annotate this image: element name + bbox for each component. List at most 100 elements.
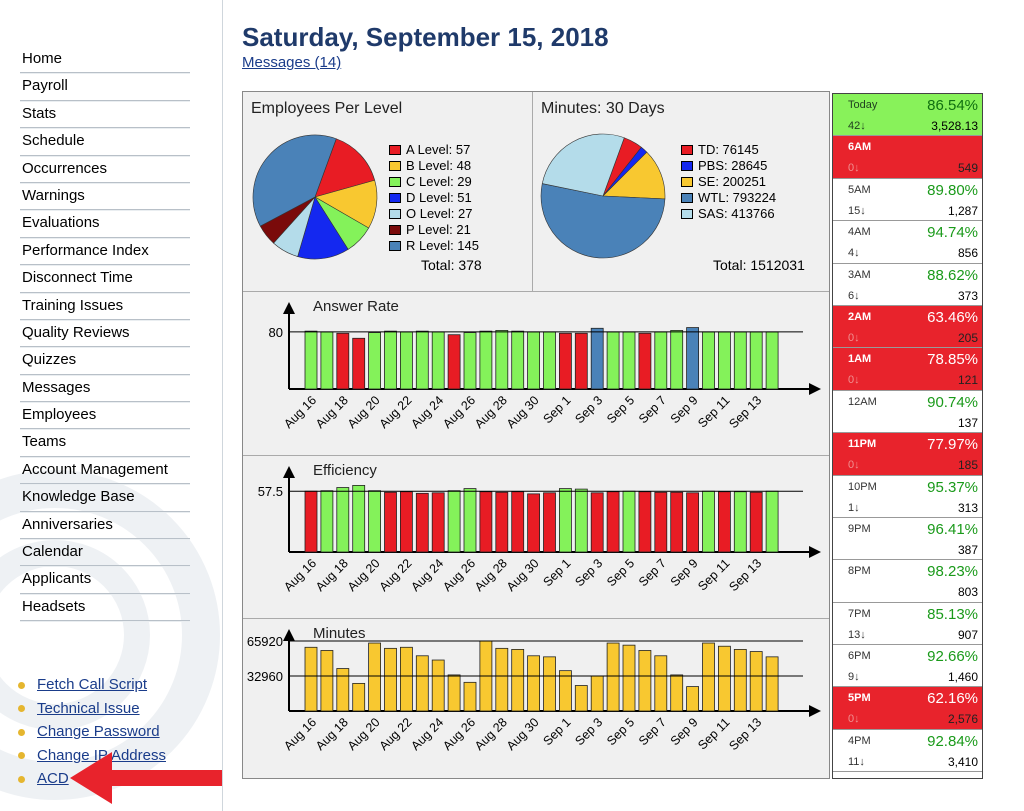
- stats-row-percent: 94.74%: [927, 224, 978, 242]
- stats-row-count: 549: [957, 161, 978, 176]
- x-tick-label: Sep 11: [695, 393, 732, 430]
- legend-item: SE: 200251: [681, 174, 776, 190]
- x-tick-label: Aug 30: [504, 556, 542, 594]
- bar-sep-8: [670, 491, 684, 553]
- sidebar-item-schedule[interactable]: Schedule: [20, 128, 190, 157]
- x-tick-label: Aug 22: [377, 556, 415, 594]
- sidebar-item-quizzes[interactable]: Quizzes: [20, 347, 190, 377]
- sidebar-link-row: ACD: [18, 768, 166, 792]
- stats-row-4am[interactable]: 4AM 94.74% 4↓ 856: [833, 221, 982, 264]
- sidebar-item-teams[interactable]: Teams: [20, 429, 190, 459]
- pie-minutes-legend: TD: 76145 PBS: 28645 SE: 200251 WTL: 793224…: [681, 142, 776, 222]
- sidebar-item-performance-index[interactable]: Performance Index: [20, 238, 190, 267]
- bar-aug-29: [511, 491, 525, 553]
- bar-sep-9: [686, 327, 700, 390]
- stats-row-percent: 77.97%: [927, 436, 978, 454]
- page-title: Saturday, September 15, 2018: [242, 22, 609, 52]
- stats-row-count: 803: [957, 585, 978, 600]
- x-tick-label: Aug 22: [377, 715, 415, 753]
- stats-row-label: 12AM: [848, 395, 877, 408]
- stats-row-1am[interactable]: 1AM 78.85% 0↓ 121: [833, 348, 982, 391]
- link-technical-issue[interactable]: Technical Issue: [37, 699, 140, 717]
- stats-row-count: 387: [957, 542, 978, 557]
- bar-aug-22: [399, 331, 413, 390]
- sidebar-item-quality-reviews[interactable]: Quality Reviews: [20, 320, 190, 349]
- link-change-password[interactable]: Change Password: [37, 723, 160, 741]
- sidebar-item-stats[interactable]: Stats: [20, 101, 190, 130]
- answer-rate-panel: Answer Rate 80 Aug 16 Aug 18 Aug 20 Aug 22 Au…: [243, 292, 829, 456]
- sidebar-item-warnings[interactable]: Warnings: [20, 183, 190, 212]
- legend-item: C Level: 29: [389, 174, 479, 190]
- bar-aug-21: [384, 491, 397, 553]
- stats-row-percent: 92.84%: [927, 732, 978, 750]
- link-change-ip-address[interactable]: Change IP Address: [37, 746, 166, 764]
- stats-row-count: 137: [957, 415, 978, 430]
- sidebar-item-calendar[interactable]: Calendar: [20, 539, 190, 568]
- stats-row-12am[interactable]: 12AM 90.74% 137: [833, 390, 982, 434]
- x-tick-label: Aug 24: [408, 556, 446, 594]
- hourly-stats-panel: Today 86.54% 42↓ 3,528.13 6AM 0↓ 549 5AM 89.80% 1…: [832, 93, 983, 779]
- bullet-icon: [18, 775, 25, 783]
- sidebar-item-account-management[interactable]: Account Management: [20, 457, 190, 486]
- stats-row-count: 185: [957, 458, 978, 473]
- pie-slice-r-level: [252, 134, 337, 227]
- stats-row-label: Today: [848, 99, 878, 111]
- bar-sep-14: [765, 490, 779, 553]
- stats-row-3am[interactable]: 3AM 88.62% 6↓ 373: [833, 263, 982, 306]
- stats-row-today[interactable]: Today 86.54% 42↓ 3,528.13: [833, 94, 982, 137]
- sidebar-item-home[interactable]: Home: [20, 46, 190, 75]
- stats-row-2am[interactable]: 2AM 63.46% 0↓ 205: [833, 305, 982, 349]
- stats-row-11pm[interactable]: 11PM 77.97% 0↓ 185: [833, 433, 982, 476]
- stats-row-4pm[interactable]: 4PM 92.84% 11↓ 3,410: [833, 729, 982, 773]
- stats-row-percent: 85.13%: [927, 605, 978, 623]
- x-axis-arrow-icon: [809, 383, 821, 395]
- pie-levels-legend: A Level: 57 B Level: 48 C Level: 29 D Level…: [389, 142, 479, 254]
- bar-sep-10: [702, 331, 715, 390]
- stats-row-10pm[interactable]: 10PM 95.37% 1↓ 313: [833, 475, 982, 518]
- bar-aug-19: [352, 337, 366, 390]
- x-tick-label: Aug 18: [313, 393, 351, 431]
- sidebar-item-headsets[interactable]: Headsets: [20, 594, 190, 623]
- stats-row-percent: 89.80%: [927, 181, 978, 199]
- stats-row-9pm[interactable]: 9PM 96.41% 387: [833, 517, 982, 561]
- stats-row-6pm[interactable]: 6PM 92.66% 9↓ 1,460: [833, 645, 982, 688]
- y-axis-arrow-icon: [283, 466, 295, 478]
- x-tick-label: Aug 20: [345, 715, 383, 753]
- stats-row-5pm[interactable]: 5PM 62.16% 0↓ 2,576: [833, 687, 982, 730]
- link-fetch-call-script[interactable]: Fetch Call Script: [37, 676, 148, 693]
- legend-swatch: [389, 145, 401, 155]
- legend-swatch: [681, 209, 693, 219]
- sidebar-item-applicants[interactable]: Applicants: [20, 566, 190, 596]
- sidebar-link-row: Technical Issue: [18, 698, 166, 722]
- x-tick-label: Aug 18: [313, 556, 351, 594]
- stats-row-7pm[interactable]: 7PM 85.13% 13↓ 907: [833, 602, 982, 646]
- stats-row-percent: 98.23%: [927, 563, 978, 581]
- x-tick-label: Sep 5: [604, 393, 637, 426]
- sidebar-item-occurrences[interactable]: Occurrences: [20, 156, 190, 185]
- sidebar-item-messages[interactable]: Messages: [20, 375, 190, 404]
- link-acd[interactable]: ACD: [37, 770, 69, 788]
- stats-row-label: 10PM: [848, 480, 877, 493]
- sidebar-item-evaluations[interactable]: Evaluations: [20, 210, 190, 240]
- sidebar-item-disconnect-time[interactable]: Disconnect Time: [20, 265, 190, 294]
- bar-aug-31: [543, 492, 556, 553]
- sidebar-item-anniversaries[interactable]: Anniversaries: [20, 512, 190, 541]
- pie-levels-total: Total: 378: [421, 257, 482, 273]
- sidebar-item-knowledge-base[interactable]: Knowledge Base: [20, 484, 190, 514]
- stats-row-8pm[interactable]: 8PM 98.23% 803: [833, 560, 982, 603]
- x-tick-label: Aug 24: [408, 715, 446, 753]
- bar-sep-13: [749, 331, 763, 390]
- sidebar-item-employees[interactable]: Employees: [20, 402, 190, 431]
- arrow-pointer-icon: [70, 752, 222, 804]
- bar-aug-16: [304, 646, 318, 712]
- stats-row-5am[interactable]: 5AM 89.80% 15↓ 1,287: [833, 178, 982, 222]
- bar-aug-23: [415, 492, 429, 553]
- sidebar-item-training-issues[interactable]: Training Issues: [20, 293, 190, 322]
- sidebar-item-payroll[interactable]: Payroll: [20, 73, 190, 103]
- stats-row-label: 7PM: [848, 607, 871, 620]
- messages-link[interactable]: Messages (14): [242, 54, 342, 71]
- stats-row-6am[interactable]: 6AM 0↓ 549: [833, 136, 982, 179]
- bar-aug-17: [320, 331, 334, 390]
- bar-sep-8: [670, 674, 684, 712]
- legend-label: SE: 200251: [698, 174, 766, 189]
